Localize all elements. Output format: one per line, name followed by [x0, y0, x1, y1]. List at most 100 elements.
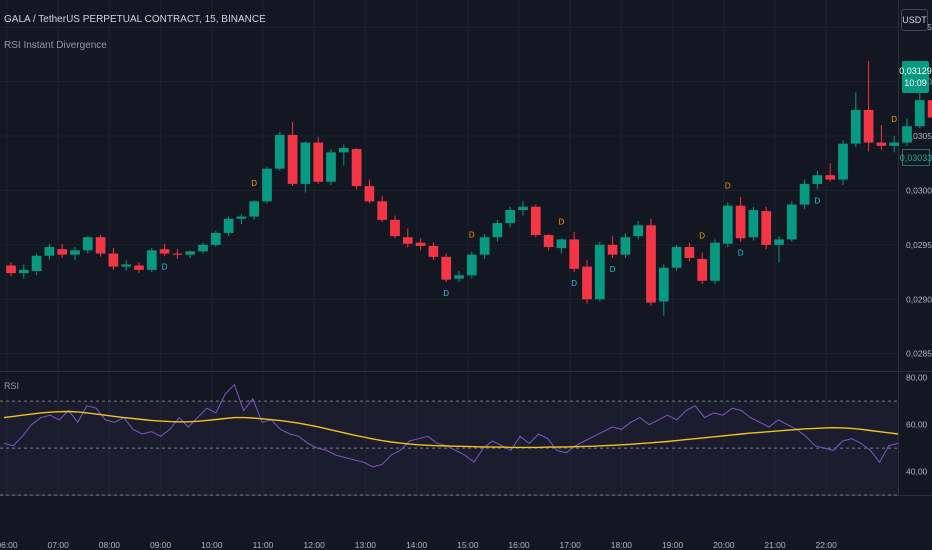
candle-body [479, 237, 490, 255]
candle-body [185, 251, 196, 255]
candle-body [428, 245, 439, 257]
bearish-divergence-label: D [469, 230, 475, 239]
candle-body [441, 256, 452, 280]
candle-body [108, 253, 119, 267]
candle-body [121, 264, 132, 267]
bearish-divergence-label: D [251, 179, 257, 188]
candle-body [684, 247, 695, 258]
symbol-title[interactable]: GALA / TetherUS PERPETUAL CONTRACT, 15, … [4, 14, 266, 25]
candle-body [646, 225, 656, 303]
candle-body [850, 109, 861, 144]
candle-body [774, 239, 784, 245]
candle-body [799, 183, 810, 205]
time-axis-tick: 16:00 [508, 540, 530, 550]
candle-body [543, 235, 554, 248]
candle-body [351, 149, 362, 187]
time-axis-tick: 18:00 [611, 540, 633, 550]
candle-body [82, 237, 93, 251]
candle-body [761, 211, 772, 245]
candle-body [735, 205, 746, 239]
candle-body [287, 134, 298, 184]
last-price-value: 0,03129 [899, 66, 932, 76]
rsi-ma-line [3, 410, 899, 449]
candle-body [18, 269, 29, 274]
candle-body [223, 218, 234, 233]
candle-body [863, 109, 874, 143]
candle-body [697, 259, 708, 281]
candle-body [172, 253, 183, 255]
countdown-value: 10:09 [904, 78, 927, 88]
candle-body [748, 210, 759, 238]
rsi-pane-label[interactable]: RSI [4, 381, 20, 391]
time-axis-tick: 21:00 [764, 540, 786, 550]
bullish-divergence-label: D [815, 196, 821, 205]
time-axis-tick: 13:00 [355, 540, 377, 550]
candle-body [710, 242, 720, 281]
candle-body [492, 223, 503, 238]
candle-body [70, 250, 80, 255]
candle-body [300, 142, 311, 184]
candle-body [902, 126, 912, 143]
candle-body [518, 206, 528, 211]
time-axis-tick: 06:00 [0, 540, 18, 550]
bullish-divergence-label: D [610, 265, 616, 274]
time-axis-tick: 20:00 [713, 540, 735, 550]
candle-body [274, 134, 285, 169]
candle-body [505, 210, 516, 224]
price-axis-tick: 0,02850 [906, 349, 932, 359]
last-price-tag: 0,03129 10:09 [899, 61, 932, 93]
candle-body [159, 249, 170, 254]
candle-body [633, 225, 644, 237]
time-axis-tick: 08:00 [99, 540, 121, 550]
candle-body [569, 239, 580, 269]
candle-body [198, 244, 208, 252]
bullish-divergence-label: D [571, 279, 577, 288]
rsi-axis-tick: 40,00 [906, 467, 928, 477]
candle-body [620, 237, 631, 255]
candle-body [454, 275, 464, 279]
candle-body [134, 265, 144, 270]
candle-body [44, 247, 55, 256]
candle-body [6, 265, 16, 274]
candle-body [377, 201, 388, 220]
bullish-divergence-label: D [738, 249, 744, 258]
rsi-axis-tick: 60,00 [906, 420, 928, 430]
candle-body [582, 266, 592, 300]
candle-body [31, 255, 42, 271]
candle-body [57, 249, 68, 255]
candle-body [658, 267, 669, 302]
bearish-divergence-label: D [699, 231, 705, 240]
candle-body [95, 237, 106, 254]
candle-body [556, 239, 567, 249]
time-axis-tick: 11:00 [253, 540, 274, 550]
time-axis-tick: 14:00 [406, 540, 428, 550]
candle-body [146, 250, 157, 270]
time-axis-tick: 15:00 [457, 540, 479, 550]
candle-body [530, 206, 541, 236]
candle-body [262, 168, 272, 202]
candle-body [326, 152, 336, 182]
candle-body [466, 254, 477, 276]
indicator-title[interactable]: RSI Instant Divergence [4, 40, 107, 51]
time-axis-tick: 12:00 [304, 540, 326, 550]
time-axis-tick: 09:00 [150, 540, 172, 550]
rsi-band-fill [0, 401, 898, 495]
candle-body [249, 201, 260, 217]
time-axis-tick: 17:00 [560, 540, 582, 550]
candle-body [594, 244, 605, 300]
candle-body [838, 143, 848, 180]
currency-button[interactable]: USDT [901, 9, 928, 31]
bullish-divergence-label: D [443, 289, 449, 298]
time-axis-tick: 19:00 [662, 540, 684, 550]
candle-body [390, 219, 400, 237]
time-axis-tick: 10:00 [201, 540, 223, 550]
candle-body [338, 148, 349, 153]
candle-body [236, 216, 247, 219]
candle-body [415, 242, 426, 246]
